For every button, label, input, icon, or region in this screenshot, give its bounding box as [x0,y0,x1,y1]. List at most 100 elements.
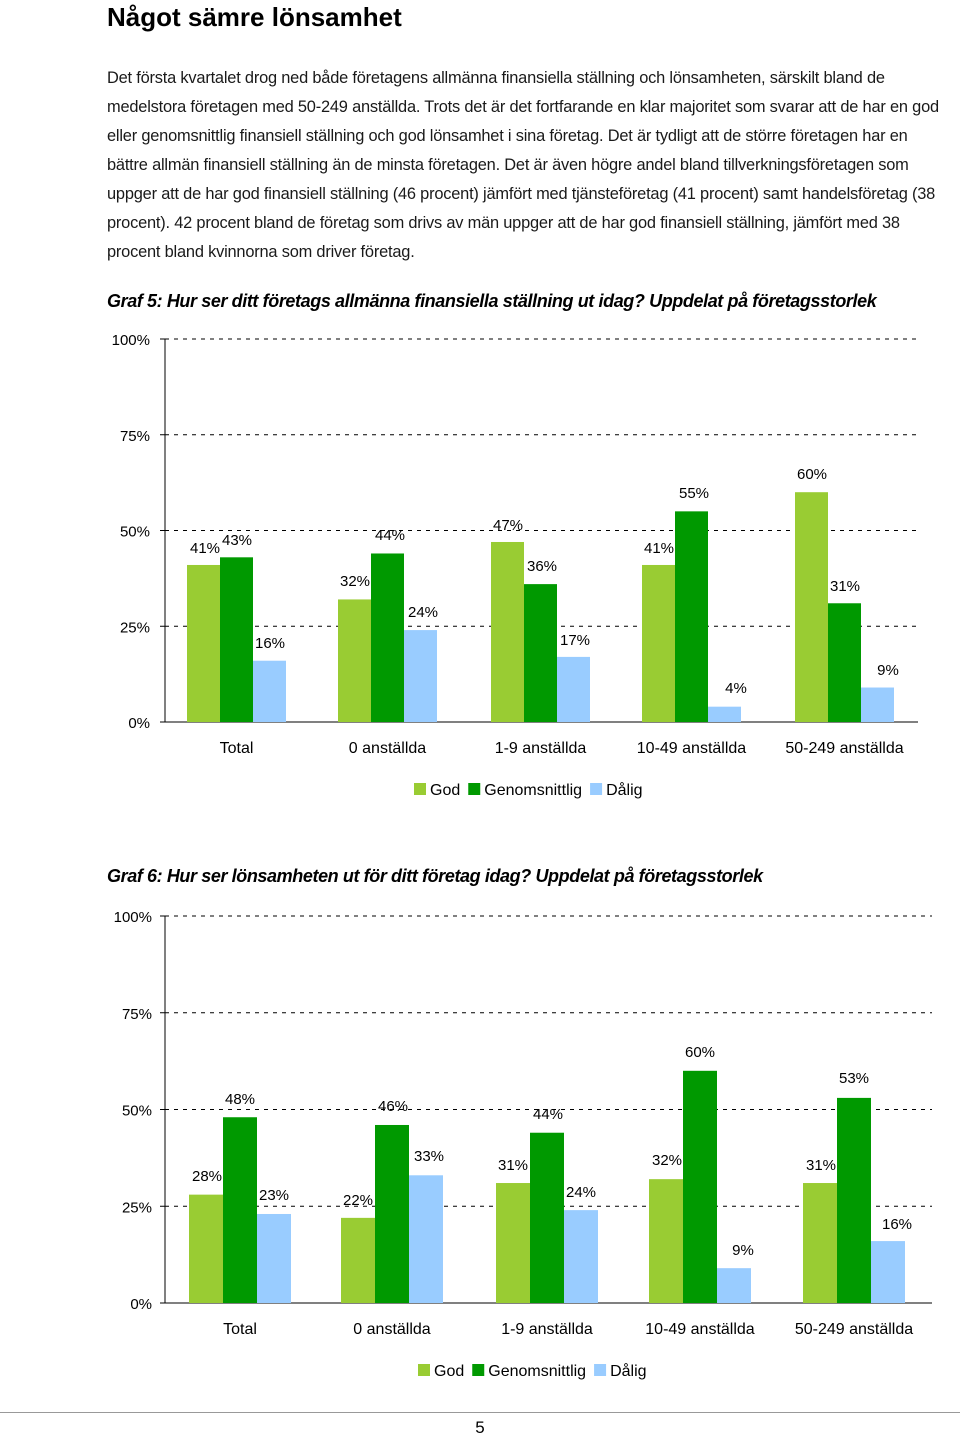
chart-6-bar-dalig [409,1175,443,1303]
chart-5-bar-genomsnittlig [220,557,253,722]
chart-5-data-label: 32% [340,573,370,590]
chart-5-data-label: 36% [527,558,557,575]
chart-6-category-label: 0 anställda [353,1321,430,1338]
chart-5-bar-genomsnittlig [675,511,708,722]
chart-5-legend-swatch-genomsnittlig [468,783,481,795]
chart-6-y-tick-label: 0% [130,1296,152,1313]
chart-5-data-label: 41% [190,540,220,557]
chart-5-bar-genomsnittlig [828,603,861,722]
chart-5-data-label: 24% [408,604,438,621]
chart-5-bar-dalig [708,706,741,722]
chart-5-data-label: 47% [493,517,523,534]
chart-6-bar-god [341,1217,375,1303]
chart-5-bar-god [642,564,675,722]
chart-6-bar-god [649,1179,683,1303]
chart-5-y-tick-label: 25% [120,619,150,636]
chart-5-data-label: 44% [375,527,405,544]
chart-6-bar-dalig [871,1241,905,1303]
chart-6-category-label: Total [223,1321,257,1338]
chart-6-data-label: 32% [652,1152,682,1169]
chart-6-bar-genomsnittlig [530,1132,564,1303]
chart-5-data-label: 41% [644,540,674,557]
chart-6-bar-god [803,1183,837,1303]
chart-5-category-label: 0 anställda [349,740,426,757]
chart-5-y-tick-label: 75% [120,428,150,445]
chart-6-y-tick-label: 50% [122,1103,152,1120]
page-heading: Något sämre lönsamhet [107,2,402,32]
chart-6-data-label: 28% [192,1168,222,1185]
chart-5-category-label: 1-9 anställda [495,740,587,757]
chart-5-bar-dalig [861,687,894,722]
chart-6-bar-god [496,1183,530,1303]
chart-5-bar-god [795,492,828,722]
chart-5-data-label: 4% [725,680,747,697]
chart-5-bar-genomsnittlig [371,553,404,722]
chart-6-data-label: 44% [533,1106,563,1123]
chart-5-bar-dalig [404,630,437,722]
chart-5-y-tick-label: 50% [120,524,150,541]
chart-5-bar-god [338,599,371,722]
chart-5-legend-swatch-dalig [590,783,603,795]
chart-6-bar-dalig [564,1210,598,1303]
chart-6-bar-genomsnittlig [683,1070,717,1303]
chart-6-bar-dalig [257,1213,291,1303]
chart-5-category-label: Total [220,740,254,757]
chart-6-y-tick-label: 25% [122,1199,152,1216]
chart-5-bar-god [187,564,220,722]
chart-5-legend-swatch-god [414,783,426,795]
chart-6-legend-swatch-genomsnittlig [472,1364,485,1376]
chart-6-y-tick-label: 75% [122,1006,152,1023]
chart-6-data-label: 16% [882,1216,912,1233]
chart-6-y-tick-label: 100% [114,909,152,926]
chart-6-bar-dalig [717,1268,751,1303]
body-paragraph: Det första kvartalet drog ned både föret… [107,64,952,267]
chart-6-data-label: 9% [732,1242,754,1259]
chart-6-data-label: 31% [806,1157,836,1174]
chart-6-legend-swatch-god [418,1364,430,1376]
chart-6-data-label: 24% [566,1184,596,1201]
chart-6-category-label: 50-249 anställda [795,1321,913,1338]
chart-5-bar-god [491,541,524,722]
chart-5: 0%25%50%75%100%41% 43%16%Total32%44%24%0 … [112,332,918,799]
page-number: 5 [475,1418,485,1437]
chart-6-data-label: 33% [414,1148,444,1165]
chart-5-bar-dalig [557,656,590,722]
chart-5-data-label: 17% [560,632,590,649]
chart-6-data-label: 23% [259,1187,289,1204]
chart-5-data-label: 60% [797,466,827,483]
chart-6-data-label: 53% [839,1070,869,1087]
chart-6-category-label: 1-9 anställda [501,1321,593,1338]
chart-6-data-label: 22% [343,1192,373,1209]
chart-6-data-label: 31% [498,1157,528,1174]
chart-5-category-label: 50-249 anställda [785,740,903,757]
chart-5-data-label: 9% [877,662,899,679]
chart-6-data-label: 48% [225,1091,255,1108]
chart-5-caption: Graf 5: Hur ser ditt företags allmänna f… [107,291,877,311]
chart-5-data-label: 55% [679,485,709,502]
chart-6-category-label: 10-49 anställda [645,1321,755,1338]
chart-6-legend-label: Genomsnittlig [488,1363,586,1380]
chart-5-y-tick-label: 100% [112,332,150,349]
chart-5-legend-label: Genomsnittlig [484,782,582,799]
chart-5-bar-dalig [253,660,286,722]
chart-6-bar-genomsnittlig [837,1097,871,1303]
chart-6-data-label: 46% [378,1098,408,1115]
footer-divider [0,1412,960,1413]
chart-5-y-tick-label: 0% [128,715,150,732]
body-paragraph-text: Det första kvartalet drog ned både föret… [107,69,939,261]
chart-6-legend-label: God [434,1363,464,1380]
chart-5-data-label: 16% [255,635,285,652]
chart-5-legend-label: God [430,782,460,799]
chart-5-category-label: 10-49 anställda [637,740,747,757]
chart-6-data-label: 60% [685,1044,715,1061]
chart-5-data-label: 31% [830,578,860,595]
chart-6-caption: Graf 6: Hur ser lönsamheten ut för ditt … [107,866,763,886]
chart-6-bar-god [189,1194,223,1303]
chart-6-legend-swatch-dalig [594,1364,607,1376]
chart-6-bar-genomsnittlig [375,1124,409,1303]
chart-5-data-label: 43% [222,532,252,549]
chart-6-legend-label: Dålig [610,1362,646,1380]
chart-5-legend-label: Dålig [606,781,642,799]
chart-6-bar-genomsnittlig [223,1117,257,1303]
